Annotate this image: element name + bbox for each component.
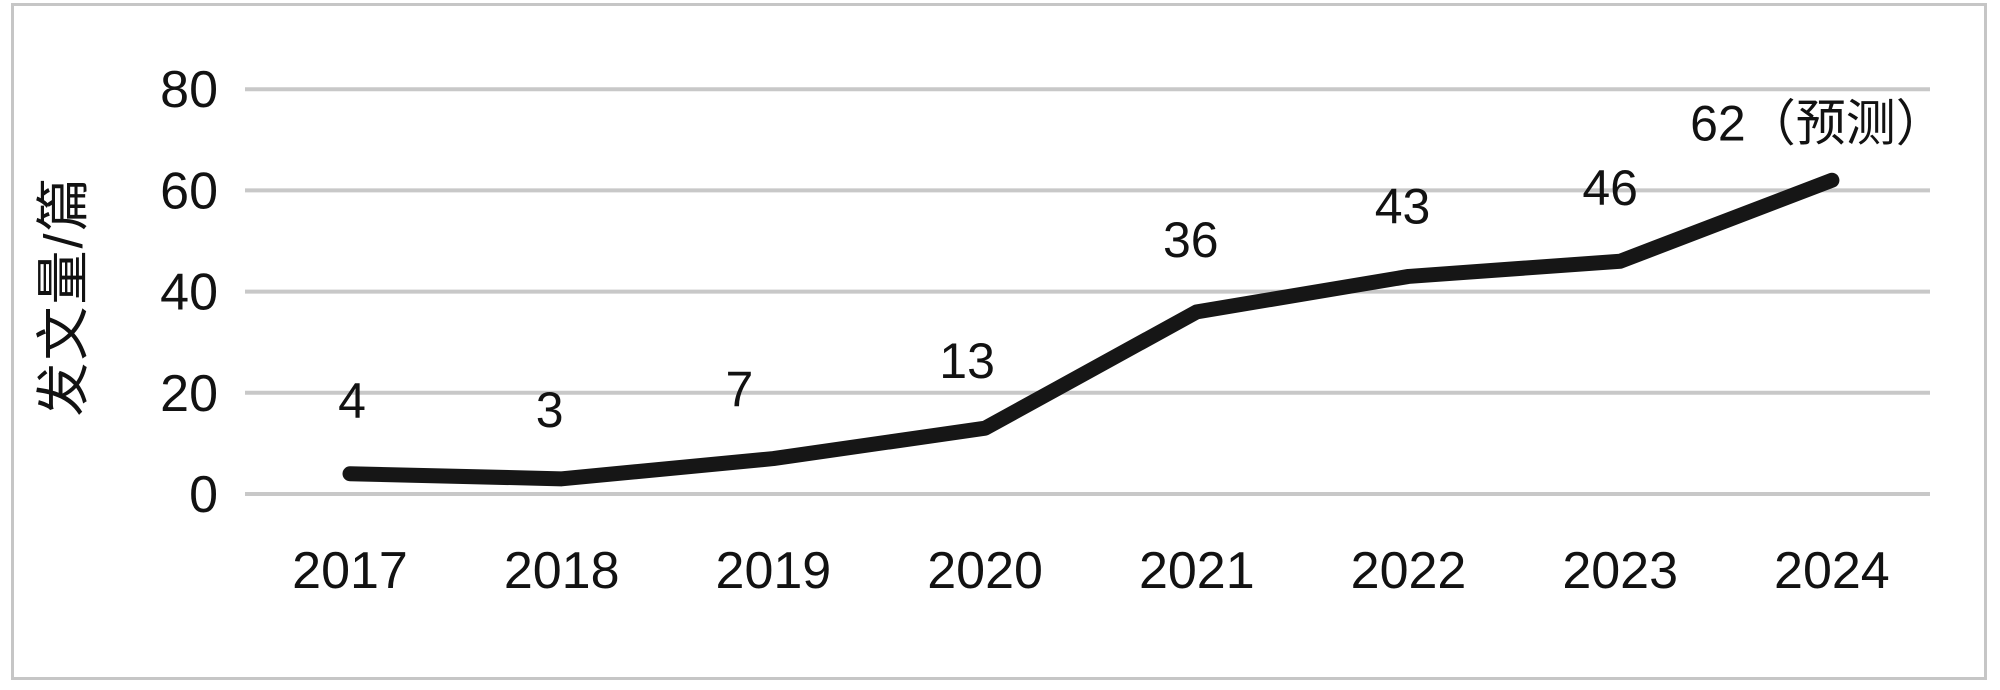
x-tick-label: 2019 [716,542,832,600]
chart-frame [11,3,1987,680]
data-labels-group: 4 3 7 13 36 43 46 62（预测） [338,95,1946,438]
x-tick-label: 2022 [1351,542,1467,600]
y-tick-label: 0 [189,466,218,524]
y-tick-label: 60 [160,162,218,220]
y-axis-title: 发文量/篇 [34,175,94,416]
gridlines-group [245,87,1930,496]
y-tick-label: 20 [160,365,218,423]
data-label: 3 [536,382,564,438]
data-label: 13 [939,333,995,389]
x-axis-ticks: 2017 2018 2019 2020 2021 2022 2023 2024 [292,542,1890,600]
x-tick-label: 2017 [292,542,408,600]
x-tick-label: 2023 [1562,542,1678,600]
data-label: 43 [1375,178,1431,234]
data-label: 36 [1163,212,1219,268]
y-tick-label: 80 [160,61,218,119]
data-label: 7 [725,362,753,418]
data-label: 46 [1582,160,1638,216]
x-tick-label: 2021 [1139,542,1255,600]
x-tick-label: 2020 [927,542,1043,600]
y-tick-label: 40 [160,264,218,322]
data-label: 62（预测） [1690,95,1946,151]
y-axis-ticks: 80 60 40 20 0 [160,61,218,524]
x-tick-label: 2018 [504,542,620,600]
x-tick-label: 2024 [1774,542,1890,600]
trend-line [342,172,1840,487]
data-label: 4 [338,373,366,429]
